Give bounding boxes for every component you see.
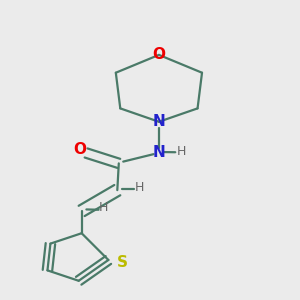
Text: S: S [117, 255, 128, 270]
Text: N: N [152, 114, 165, 129]
Text: O: O [152, 47, 165, 62]
Text: H: H [135, 181, 144, 194]
Text: H: H [99, 202, 109, 214]
Text: O: O [73, 142, 86, 157]
Text: N: N [152, 146, 165, 160]
Text: H: H [176, 145, 186, 158]
